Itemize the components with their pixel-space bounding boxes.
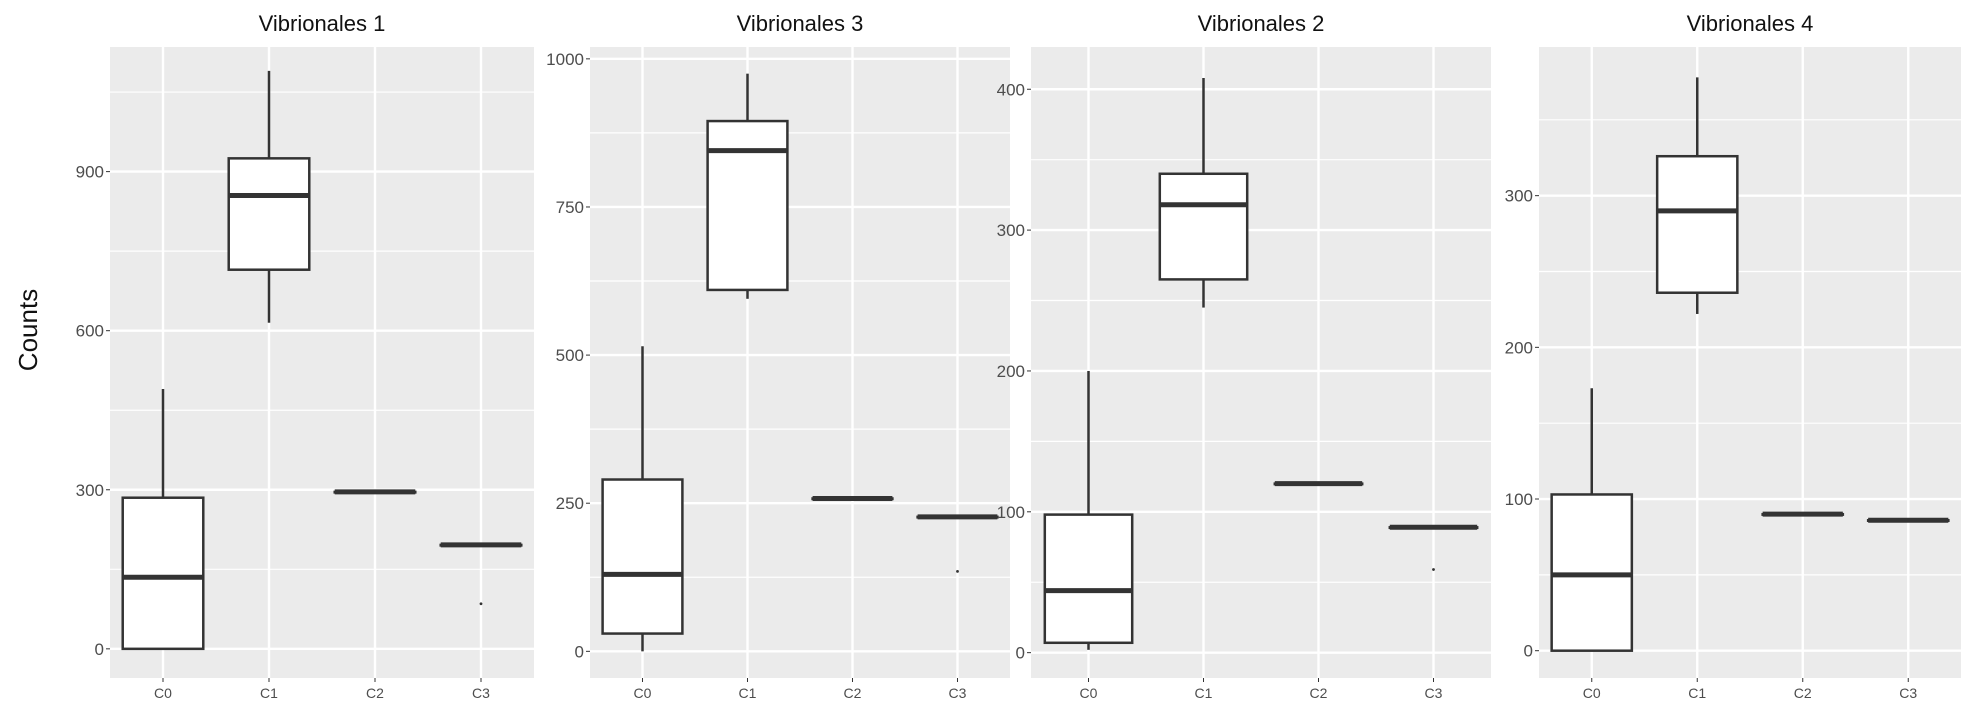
- box-C1: [1655, 154, 1739, 294]
- x-tick-label: C0: [1583, 685, 1601, 701]
- panel-4: 0 100 200 300 C0 C1 C2 C3 Vibrionales 4: [1505, 11, 1961, 701]
- y-tick-label: 1000: [546, 50, 584, 69]
- y-tick-label: 300: [76, 481, 104, 500]
- y-tick-label: 400: [997, 80, 1025, 99]
- x-tick-label: C2: [844, 685, 862, 701]
- y-tick-label: 750: [556, 198, 584, 217]
- y-tick-label: 0: [95, 640, 104, 659]
- box-C1: [706, 119, 789, 292]
- y-tick-label: 0: [1524, 642, 1533, 661]
- box-C0: [121, 496, 205, 651]
- x-tick-label: C0: [634, 685, 652, 701]
- y-tick-label: 0: [575, 642, 584, 661]
- x-tick-label: C3: [472, 685, 490, 701]
- panel-title: Vibrionales 3: [737, 11, 864, 36]
- x-tick-label: C2: [1794, 685, 1812, 701]
- panel-title: Vibrionales 1: [259, 11, 386, 36]
- y-tick-label: 500: [556, 346, 584, 365]
- box-C1: [1158, 172, 1249, 281]
- y-tick-label: 200: [1505, 338, 1533, 357]
- x-tick-label: C0: [154, 685, 172, 701]
- box-C0: [1043, 513, 1134, 645]
- panel-1: 0 300 600 900 C0 C1 C2 C3 Vibrionales 1: [76, 11, 534, 701]
- panel-title: Vibrionales 2: [1198, 11, 1325, 36]
- y-tick-label: 600: [76, 322, 104, 341]
- outlier-point: [1432, 568, 1435, 571]
- x-tick-label: C1: [1688, 685, 1706, 701]
- x-tick-label: C3: [949, 685, 967, 701]
- x-tick-label: C0: [1080, 685, 1098, 701]
- x-tick-label: C1: [260, 685, 278, 701]
- x-tick-label: C2: [366, 685, 384, 701]
- x-tick-label: C3: [1425, 685, 1443, 701]
- box-C1: [227, 157, 311, 271]
- y-axis-label: Counts: [13, 289, 43, 371]
- x-tick-label: C1: [1195, 685, 1213, 701]
- panel-2: 0 250 500 750 1000 C0 C1 C2 C3 Vibrionales 3: [546, 11, 1010, 701]
- panel-3: 0 100 200 300 400 C0 C1 C2 C3 Vibrionales 2: [997, 11, 1491, 701]
- y-tick-label: 250: [556, 494, 584, 513]
- y-tick-label: 200: [997, 362, 1025, 381]
- y-tick-label: 100: [1505, 490, 1533, 509]
- x-tick-label: C3: [1899, 685, 1917, 701]
- box-C0: [601, 478, 684, 635]
- y-tick-label: 100: [997, 503, 1025, 522]
- x-tick-label: C1: [739, 685, 757, 701]
- y-tick-label: 300: [1505, 187, 1533, 206]
- panel-title: Vibrionales 4: [1687, 11, 1814, 36]
- x-tick-label: C2: [1310, 685, 1328, 701]
- y-tick-label: 900: [76, 163, 104, 182]
- outlier-point: [956, 569, 959, 573]
- y-tick-label: 300: [997, 221, 1025, 240]
- y-tick-label: 0: [1016, 644, 1025, 663]
- outlier-point: [479, 602, 483, 606]
